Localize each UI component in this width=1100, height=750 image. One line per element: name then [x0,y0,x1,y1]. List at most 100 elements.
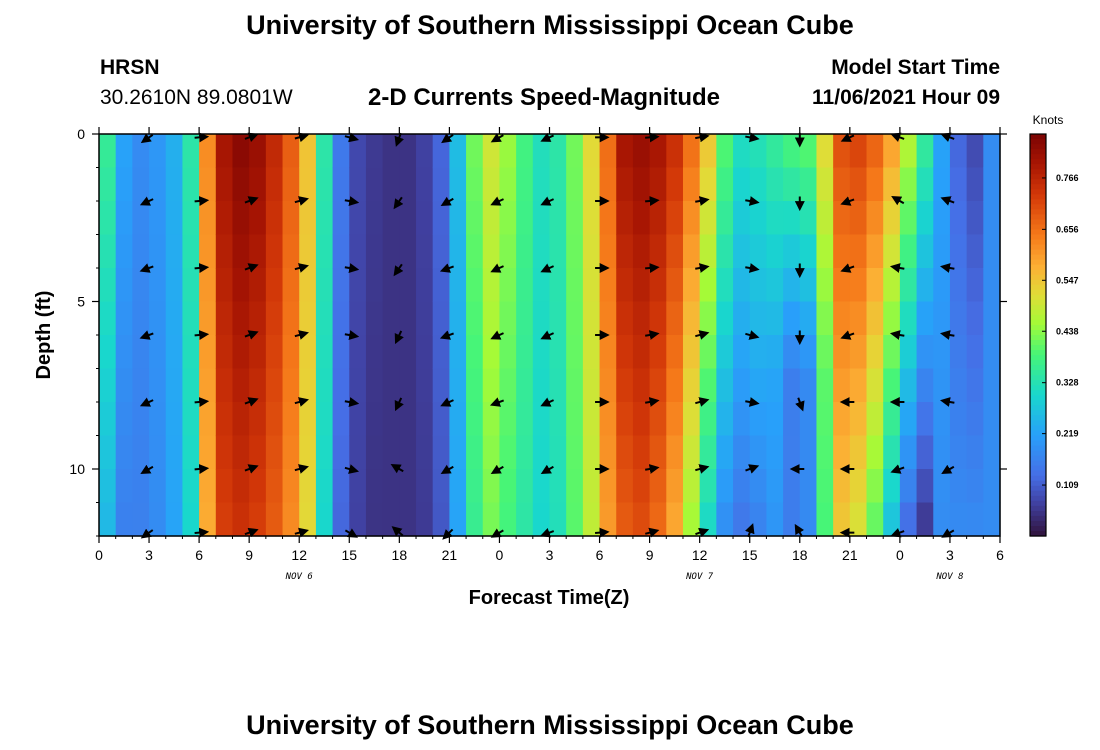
current-vector-arrow [540,132,555,142]
heatmap-cell [232,469,250,504]
heatmap-cell [883,201,901,236]
heatmap-cell [466,469,484,504]
current-vector-arrow [440,196,454,207]
colorbar-segment [1030,309,1046,316]
heatmap-cell [632,234,651,269]
heatmap-cell [399,469,417,504]
heatmap-cell [816,301,834,336]
heatmap-cell [315,201,334,236]
chart-subtitle: 2-D Currents Speed-Magnitude [368,84,721,111]
current-vector-arrow [393,196,404,210]
current-vector-arrow [440,397,454,407]
heatmap-cell [833,301,851,336]
heatmap-cell [649,234,667,269]
heatmap-cell [99,234,117,269]
x-axis-title: Forecast Time(Z) [469,587,630,609]
heatmap-cell [733,368,751,403]
heatmap-cell [682,301,701,336]
heatmap-cell [99,134,117,169]
colorbar-frame [1029,133,1047,537]
heatmap-cell [983,368,1001,403]
heatmap-cell [783,301,801,336]
heatmap-cell [632,335,651,370]
heatmap-cell [883,435,901,470]
heatmap-cell [816,201,834,236]
heatmap-cell [232,167,250,202]
heatmap-cell [499,201,517,236]
heatmap-cell [833,134,851,169]
heatmap-cell [382,368,400,403]
heatmap-cell [566,234,584,269]
colorbar-segment [1030,375,1046,381]
colorbar-segment [1030,159,1046,165]
colorbar: 0.109 0.219 0.328 0.438 0.547 0.656 0.766 [1029,133,1079,537]
colorbar-segment [1030,470,1046,477]
heatmap-cell [416,368,434,403]
heatmap-cell [232,435,250,470]
heatmap-cell [933,201,951,236]
heatmap-cell [265,167,284,202]
heatmap-cell [249,201,267,236]
heatmap-cell [332,502,350,537]
heatmap-cell [265,268,284,303]
heatmap-cell [933,368,951,403]
heatmap-cell [249,234,267,269]
heatmap-cell [749,201,768,236]
heatmap-cell [349,469,367,504]
y-axis-title: Depth (ft) [33,291,55,380]
current-vector-arrow [140,133,154,144]
heatmap-cell [282,167,300,202]
heatmap-cell [666,201,684,236]
heatmap-cell [432,469,450,504]
x-tick-label: 9 [245,547,253,563]
heatmap-cell [699,201,717,236]
heatmap-cell [616,335,634,370]
heatmap-cell [149,435,167,470]
heatmap-cell [682,469,701,504]
heatmap-cell [566,268,584,303]
heatmap-cell [799,435,818,470]
current-vector-arrow [890,132,905,143]
colorbar-segment [1030,194,1046,200]
heatmap-cell [983,234,1001,269]
heatmap-cell [365,368,384,403]
current-vector-arrow [490,528,504,538]
heatmap-cell [949,201,968,236]
heatmap-cell [766,234,784,269]
colorbar-segment [1030,495,1046,502]
heatmap-cell [416,502,434,537]
heatmap-cell [682,502,701,537]
x-tick-label: 3 [546,547,554,563]
heatmap-cell [933,402,951,437]
x-tick-label: 21 [442,547,458,563]
heatmap-cell [616,234,634,269]
heatmap-cell [783,234,801,269]
colorbar-tick-label: 0.766 [1056,173,1079,183]
heatmap-cell [482,469,501,504]
heatmap-cell [449,402,467,437]
current-vectors [139,132,955,540]
colorbar-segment [1030,530,1046,537]
heatmap-cell [849,167,868,202]
heatmap-cell [332,167,350,202]
heatmap-cell [332,201,350,236]
heatmap-cell [449,335,467,370]
heatmap-cell [599,335,617,370]
heatmap-cell [516,234,534,269]
heatmap-cell [416,268,434,303]
heatmap-cell [416,134,434,169]
heatmap-cell [432,335,450,370]
current-vector-arrow [294,330,309,340]
colorbar-segment [1030,430,1046,437]
colorbar-segment [1030,134,1046,140]
heatmap-cell [315,502,334,537]
heatmap-cell [733,167,751,202]
heatmap-cell [883,301,901,336]
heatmap-cell [733,301,751,336]
heatmap-cell [582,167,601,202]
heatmap-cell [315,435,334,470]
x-tick-label: 21 [842,547,858,563]
heatmap-cell [416,167,434,202]
heatmap-cell [199,201,217,236]
heatmap-cell [849,368,868,403]
